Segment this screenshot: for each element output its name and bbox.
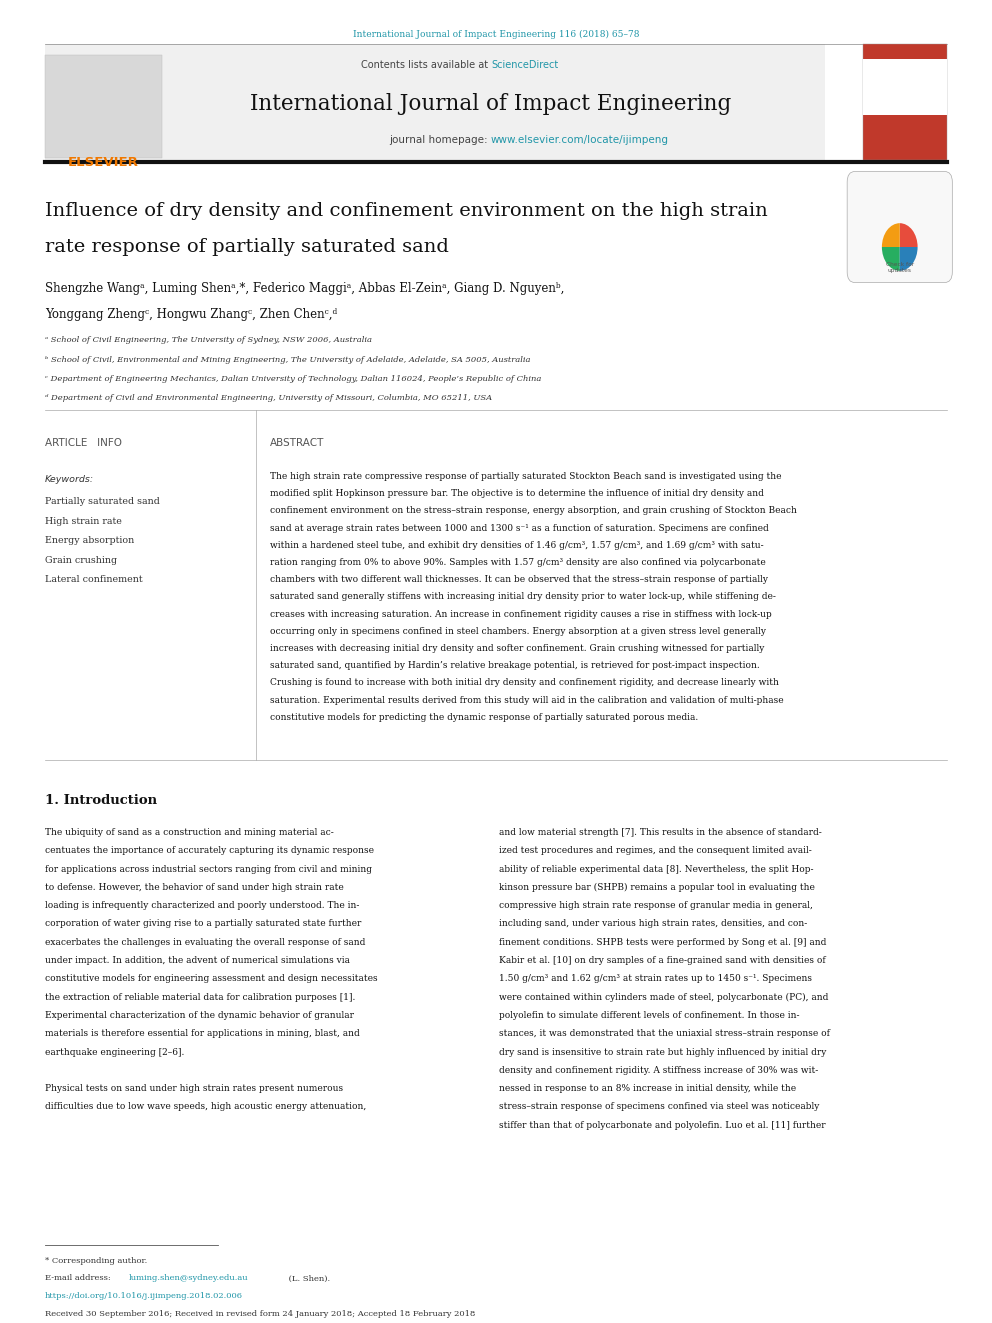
Text: ᶜ Department of Engineering Mechanics, Dalian University of Technology, Dalian 1: ᶜ Department of Engineering Mechanics, D… <box>45 374 541 382</box>
Text: IMPACT
ENGINEERING: IMPACT ENGINEERING <box>883 73 928 83</box>
Text: Partially saturated sand: Partially saturated sand <box>45 497 160 505</box>
Text: compressive high strain rate response of granular media in general,: compressive high strain rate response of… <box>499 901 812 910</box>
Text: luming.shen@sydney.edu.au: luming.shen@sydney.edu.au <box>129 1274 249 1282</box>
Text: Received 30 September 2016; Received in revised form 24 January 2018; Accepted 1: Received 30 September 2016; Received in … <box>45 1310 475 1318</box>
Text: Energy absorption: Energy absorption <box>45 536 134 545</box>
Text: Influence of dry density and confinement environment on the high strain: Influence of dry density and confinement… <box>45 202 768 220</box>
Text: stress–strain response of specimens confined via steel was noticeably: stress–strain response of specimens conf… <box>499 1102 819 1111</box>
Text: Keywords:: Keywords: <box>45 475 94 484</box>
Text: International Journal of Impact Engineering: International Journal of Impact Engineer… <box>250 93 732 115</box>
Text: sand at average strain rates between 1000 and 1300 s⁻¹ as a function of saturati: sand at average strain rates between 100… <box>270 524 769 533</box>
Text: Contents lists available at: Contents lists available at <box>361 60 491 70</box>
Text: ScienceDirect: ScienceDirect <box>491 60 558 70</box>
Text: and low material strength [7]. This results in the absence of standard-: and low material strength [7]. This resu… <box>499 828 821 837</box>
Text: ability of reliable experimental data [8]. Nevertheless, the split Hop-: ability of reliable experimental data [8… <box>499 865 813 873</box>
Text: Kabir et al. [10] on dry samples of a fine-grained sand with densities of: Kabir et al. [10] on dry samples of a fi… <box>499 957 825 964</box>
Text: Crushing is found to increase with both initial dry density and confinement rigi: Crushing is found to increase with both … <box>270 679 779 688</box>
Text: corporation of water giving rise to a partially saturated state further: corporation of water giving rise to a pa… <box>45 919 361 929</box>
Text: ration ranging from 0% to above 90%. Samples with 1.57 g/cm³ density are also co: ration ranging from 0% to above 90%. Sam… <box>270 558 766 568</box>
Text: including sand, under various high strain rates, densities, and con-: including sand, under various high strai… <box>499 919 807 929</box>
Text: materials is therefore essential for applications in mining, blast, and: materials is therefore essential for app… <box>45 1029 359 1039</box>
Bar <box>45 44 825 160</box>
Text: ARTICLE   INFO: ARTICLE INFO <box>45 438 122 448</box>
Text: International Journal of Impact Engineering 116 (2018) 65–78: International Journal of Impact Engineer… <box>353 30 639 40</box>
Text: to defense. However, the behavior of sand under high strain rate: to defense. However, the behavior of san… <box>45 882 343 892</box>
Bar <box>45 54 162 157</box>
Text: constitutive models for predicting the dynamic response of partially saturated p: constitutive models for predicting the d… <box>270 713 698 722</box>
Bar <box>863 44 947 160</box>
Text: Physical tests on sand under high strain rates present numerous: Physical tests on sand under high strain… <box>45 1085 343 1093</box>
Text: increases with decreasing initial dry density and softer confinement. Grain crus: increases with decreasing initial dry de… <box>270 644 764 654</box>
Text: confinement environment on the stress–strain response, energy absorption, and gr: confinement environment on the stress–st… <box>270 507 797 516</box>
Text: centuates the importance of accurately capturing its dynamic response: centuates the importance of accurately c… <box>45 847 374 855</box>
Text: The ubiquity of sand as a construction and mining material ac-: The ubiquity of sand as a construction a… <box>45 828 333 837</box>
Text: polyolefin to simulate different levels of confinement. In those in-: polyolefin to simulate different levels … <box>499 1011 800 1020</box>
Text: High strain rate: High strain rate <box>45 516 121 525</box>
Text: Yonggang Zhengᶜ, Hongwu Zhangᶜ, Zhen Chenᶜ,ᵈ: Yonggang Zhengᶜ, Hongwu Zhangᶜ, Zhen Che… <box>45 308 337 321</box>
FancyBboxPatch shape <box>847 172 952 283</box>
Text: dry sand is insensitive to strain rate but highly influenced by initial dry: dry sand is insensitive to strain rate b… <box>499 1048 826 1057</box>
Text: https://doi.org/10.1016/j.ijimpeng.2018.02.006: https://doi.org/10.1016/j.ijimpeng.2018.… <box>45 1293 243 1301</box>
Text: exacerbates the challenges in evaluating the overall response of sand: exacerbates the challenges in evaluating… <box>45 938 365 947</box>
Text: The high strain rate compressive response of partially saturated Stockton Beach : The high strain rate compressive respons… <box>270 472 782 482</box>
Text: modified split Hopkinson pressure bar. The objective is to determine the influen: modified split Hopkinson pressure bar. T… <box>270 490 764 499</box>
Text: Lateral confinement: Lateral confinement <box>45 576 142 583</box>
Bar <box>863 60 947 115</box>
Text: stances, it was demonstrated that the uniaxial stress–strain response of: stances, it was demonstrated that the un… <box>499 1029 830 1039</box>
Text: loading is infrequently characterized and poorly understood. The in-: loading is infrequently characterized an… <box>45 901 359 910</box>
Text: constitutive models for engineering assessment and design necessitates: constitutive models for engineering asse… <box>45 975 377 983</box>
Text: 1. Introduction: 1. Introduction <box>45 794 157 807</box>
Text: journal homepage:: journal homepage: <box>389 135 491 146</box>
Text: finement conditions. SHPB tests were performed by Song et al. [9] and: finement conditions. SHPB tests were per… <box>499 938 826 947</box>
Text: Grain crushing: Grain crushing <box>45 556 117 565</box>
Text: ELSEVIER: ELSEVIER <box>67 156 139 169</box>
Text: stiffer than that of polycarbonate and polyolefin. Luo et al. [11] further: stiffer than that of polycarbonate and p… <box>499 1121 825 1130</box>
Text: saturated sand, quantified by Hardin’s relative breakage potential, is retrieved: saturated sand, quantified by Hardin’s r… <box>270 662 760 671</box>
Text: ized test procedures and regimes, and the consequent limited avail-: ized test procedures and regimes, and th… <box>499 847 811 855</box>
Text: ᵈ Department of Civil and Environmental Engineering, University of Missouri, Col: ᵈ Department of Civil and Environmental … <box>45 394 492 402</box>
Text: saturation. Experimental results derived from this study will aid in the calibra: saturation. Experimental results derived… <box>270 696 784 705</box>
Wedge shape <box>900 247 918 271</box>
Text: were contained within cylinders made of steel, polycarbonate (PC), and: were contained within cylinders made of … <box>499 992 828 1002</box>
Text: nessed in response to an 8% increase in initial density, while the: nessed in response to an 8% increase in … <box>499 1085 797 1093</box>
Text: ᵇ School of Civil, Environmental and Mining Engineering, The University of Adela: ᵇ School of Civil, Environmental and Min… <box>45 356 530 364</box>
Text: www.elsevier.com/locate/ijimpeng: www.elsevier.com/locate/ijimpeng <box>491 135 669 146</box>
Text: 1.50 g/cm³ and 1.62 g/cm³ at strain rates up to 1450 s⁻¹. Specimens: 1.50 g/cm³ and 1.62 g/cm³ at strain rate… <box>499 975 812 983</box>
Text: saturated sand generally stiffens with increasing initial dry density prior to w: saturated sand generally stiffens with i… <box>270 593 776 602</box>
Text: chambers with two different wall thicknesses. It can be observed that the stress: chambers with two different wall thickne… <box>270 576 768 585</box>
Text: creases with increasing saturation. An increase in confinement rigidity causes a: creases with increasing saturation. An i… <box>270 610 772 619</box>
Text: ABSTRACT: ABSTRACT <box>270 438 324 448</box>
Text: Shengzhe Wangᵃ, Luming Shenᵃ,*, Federico Maggiᵃ, Abbas El-Zeinᵃ, Giang D. Nguyen: Shengzhe Wangᵃ, Luming Shenᵃ,*, Federico… <box>45 282 564 295</box>
Text: occurring only in specimens confined in steel chambers. Energy absorption at a g: occurring only in specimens confined in … <box>270 627 766 636</box>
Text: earthquake engineering [2–6].: earthquake engineering [2–6]. <box>45 1048 184 1057</box>
Text: density and confinement rigidity. A stiffness increase of 30% was wit-: density and confinement rigidity. A stif… <box>499 1066 818 1074</box>
Text: under impact. In addition, the advent of numerical simulations via: under impact. In addition, the advent of… <box>45 957 349 964</box>
Text: within a hardened steel tube, and exhibit dry densities of 1.46 g/cm³, 1.57 g/cm: within a hardened steel tube, and exhibi… <box>270 541 764 550</box>
Wedge shape <box>882 224 900 247</box>
Text: Experimental characterization of the dynamic behavior of granular: Experimental characterization of the dyn… <box>45 1011 353 1020</box>
Text: difficulties due to low wave speeds, high acoustic energy attenuation,: difficulties due to low wave speeds, hig… <box>45 1102 366 1111</box>
Text: for applications across industrial sectors ranging from civil and mining: for applications across industrial secto… <box>45 865 372 873</box>
Wedge shape <box>900 224 918 247</box>
Text: Check for
updates: Check for updates <box>886 262 914 274</box>
Text: ᵃ School of Civil Engineering, The University of Sydney, NSW 2006, Australia: ᵃ School of Civil Engineering, The Unive… <box>45 336 372 344</box>
Text: rate response of partially saturated sand: rate response of partially saturated san… <box>45 238 448 255</box>
Text: kinson pressure bar (SHPB) remains a popular tool in evaluating the: kinson pressure bar (SHPB) remains a pop… <box>499 882 814 892</box>
Text: (L. Shen).: (L. Shen). <box>286 1274 329 1282</box>
Text: the extraction of reliable material data for calibration purposes [1].: the extraction of reliable material data… <box>45 992 355 1002</box>
Wedge shape <box>882 247 900 271</box>
Text: E-mail address:: E-mail address: <box>45 1274 113 1282</box>
Text: * Corresponding author.: * Corresponding author. <box>45 1257 147 1265</box>
